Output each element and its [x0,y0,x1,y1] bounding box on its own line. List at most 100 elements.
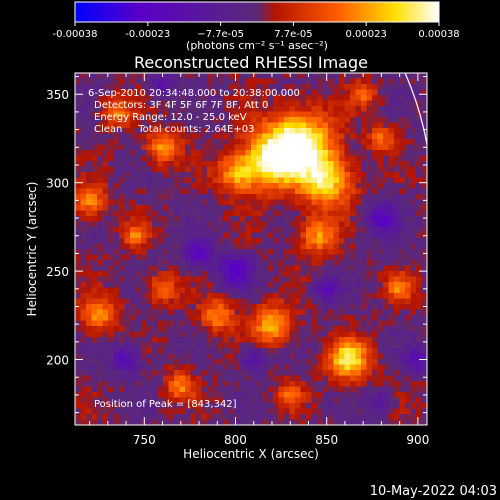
heatmap-cell [135,381,142,387]
heatmap-cell [394,73,400,79]
heatmap-cell [399,100,406,107]
heatmap-cell [157,210,164,217]
heatmap-cell [119,353,125,360]
colorbar-unit-label: (photons cm⁻² s⁻¹ asec⁻²) [186,39,328,52]
heatmap-cell [328,364,334,371]
heatmap-cell [366,205,373,211]
heatmap-cell [262,342,268,349]
heatmap-cell [91,188,98,195]
heatmap-cell [190,199,197,206]
heatmap-cell [190,293,197,299]
heatmap-cell [262,111,268,118]
heatmap-cell [185,353,191,360]
heatmap-cell [267,117,274,123]
heatmap-cell [152,139,158,145]
heatmap-cell [207,348,213,354]
heatmap-cell [146,150,153,156]
heatmap-cell [311,419,318,425]
heatmap-cell [130,232,136,239]
heatmap-cell [135,166,142,173]
heatmap-cell [410,117,417,123]
heatmap-cell [328,276,334,283]
heatmap-cell [75,287,81,294]
heatmap-cell [190,298,197,305]
heatmap-cell [267,364,274,371]
heatmap-cell [394,221,400,228]
heatmap-cell [383,122,389,129]
heatmap-cell [339,139,345,145]
heatmap-cell [108,326,114,332]
heatmap-cell [267,205,274,211]
heatmap-cell [97,282,103,288]
heatmap-cell [174,381,180,387]
heatmap-cell [366,221,373,228]
heatmap-cell [388,106,395,112]
heatmap-cell [328,249,334,255]
heatmap-cell [240,216,246,222]
heatmap-cell [328,188,334,195]
heatmap-cell [322,419,329,425]
heatmap-cell [223,403,230,409]
heatmap-cell [212,370,219,376]
heatmap-cell [113,392,120,398]
heatmap-cell [405,84,411,90]
heatmap-cell [421,210,427,217]
heatmap-cell [240,419,246,425]
heatmap-cell [97,216,103,222]
heatmap-cell [201,260,208,266]
heatmap-cell [410,155,417,162]
heatmap-cell [80,161,87,167]
heatmap-cell [333,375,340,382]
heatmap-cell [383,419,389,425]
heatmap-cell [377,348,384,354]
heatmap-cell [157,139,164,145]
heatmap-cell [113,381,120,387]
heatmap-cell [256,232,263,239]
heatmap-cell [267,89,274,96]
heatmap-cell [377,106,384,112]
heatmap-cell [295,254,301,261]
heatmap-cell [201,386,208,393]
heatmap-cell [405,304,411,310]
heatmap-cell [366,117,373,123]
heatmap-cell [278,155,285,162]
heatmap-cell [179,348,186,354]
heatmap-cell [196,155,202,162]
heatmap-cell [333,89,340,96]
heatmap-cell [97,100,103,107]
heatmap-cell [322,392,329,398]
heatmap-cell [262,249,268,255]
colorbar-tick-label: -0.00038 [53,29,98,40]
heatmap-cell [300,199,307,206]
heatmap-cell [152,375,158,382]
y-tick-label: 200 [46,354,69,368]
heatmap-cell [350,260,356,266]
heatmap-cell [300,353,307,360]
heatmap-cell [322,353,329,360]
heatmap-cell [421,408,427,415]
heatmap-cell [394,309,400,316]
heatmap-cell [306,227,312,233]
heatmap-cell [97,309,103,316]
heatmap-cell [190,227,197,233]
heatmap-cell [196,320,202,327]
heatmap-cell [333,227,340,233]
heatmap-cell [355,100,362,107]
heatmap-cell [240,166,246,173]
heatmap-cell [86,419,92,425]
heatmap-cell [289,111,296,118]
heatmap-cell [234,265,241,272]
heatmap-cell [284,293,290,299]
heatmap-cell [328,243,334,250]
heatmap-cell [240,106,246,112]
heatmap-cell [223,397,230,404]
heatmap-cell [339,122,345,129]
heatmap-cell [119,95,125,101]
heatmap-cell [295,375,301,382]
heatmap-cell [256,100,263,107]
heatmap-cell [212,254,219,261]
heatmap-cell [416,271,422,277]
heatmap-cell [278,139,285,145]
heatmap-cell [141,95,147,101]
heatmap-cell [113,386,120,393]
